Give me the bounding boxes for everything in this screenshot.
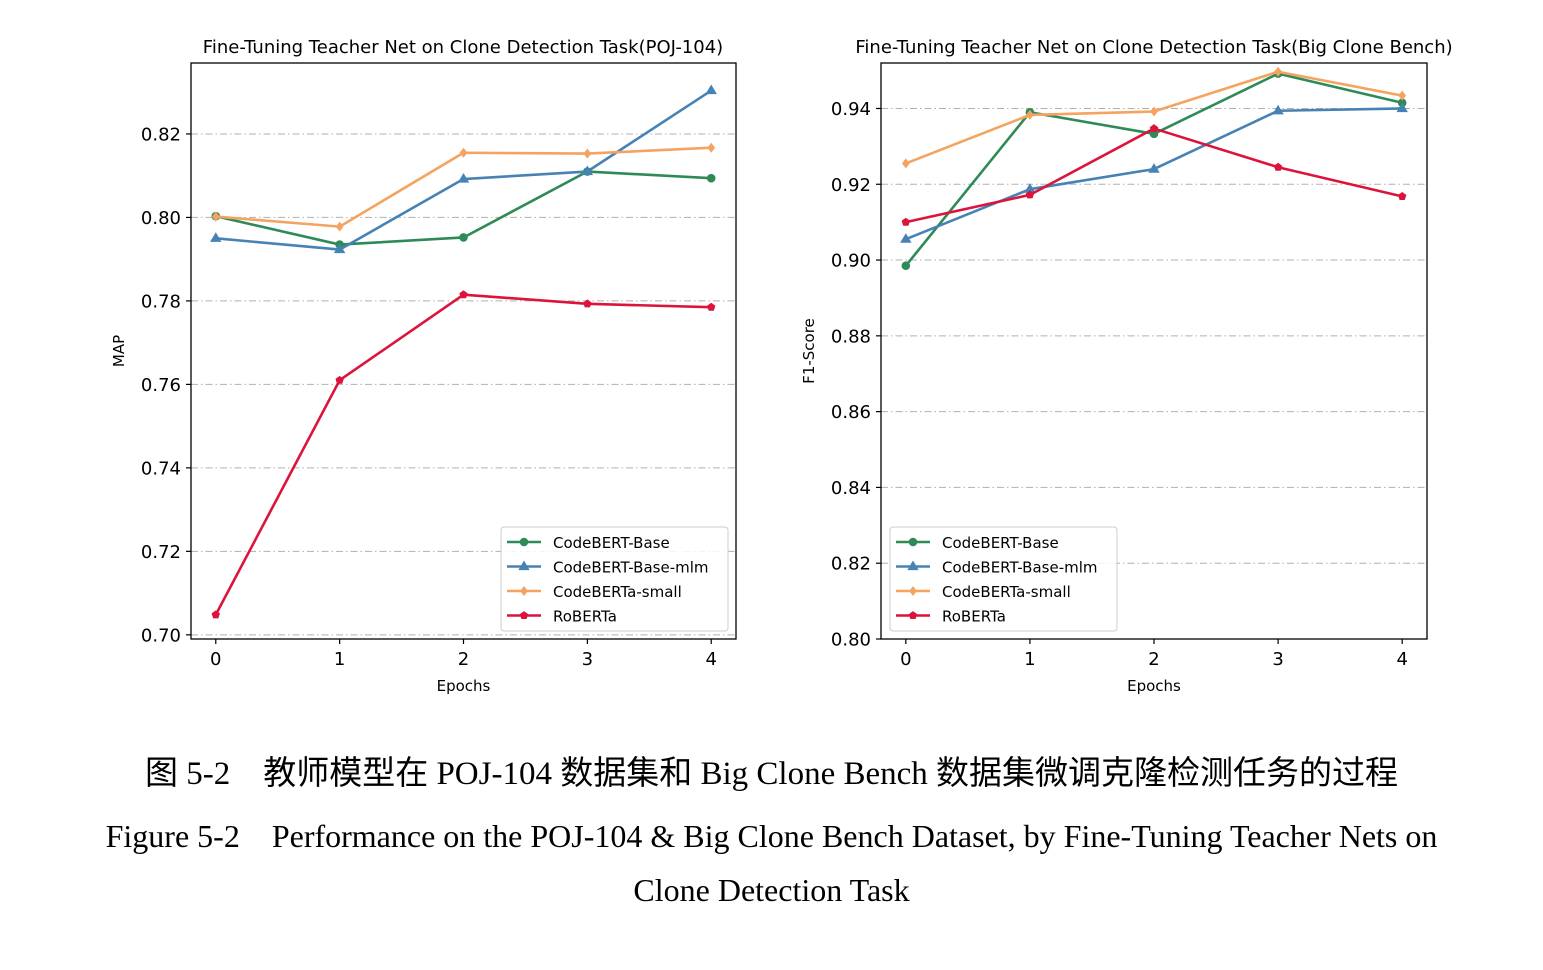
chart-2-point-CodeBERTa-small-0 [901, 158, 910, 169]
chart-1-point-CodeBERT-Base-mlm-3 [581, 165, 594, 176]
chart-1-xtick-label: 4 [706, 649, 717, 670]
chart-1-legend-box [500, 526, 729, 632]
chart-2-legend-label: CodeBERT-Base [942, 534, 1059, 552]
chart-1-ytick-label: 0.70 [141, 625, 181, 646]
chart-2-ytick-label: 0.80 [831, 630, 871, 651]
chart-1-point-CodeBERT-Base-mlm-2 [457, 173, 470, 183]
chart-1-legend-label: RoBERTa [553, 608, 617, 626]
chart-2-point-CodeBERTa-small-2 [1150, 106, 1158, 117]
chart-2-ytick-label: 0.84 [831, 478, 871, 499]
chart-1-xtick-label: 3 [582, 649, 593, 670]
chart-1-point-CodeBERTa-small-4 [707, 142, 716, 153]
chart-2-legend-marker-CodeBERT-Base-mlm [907, 560, 919, 571]
chart-2-point-RoBERTa-2 [1149, 124, 1159, 133]
chart-1-point-CodeBERTa-small-0 [211, 211, 220, 222]
chart-2-xlabel: Epochs [1127, 677, 1181, 695]
chart-2-legend-label: CodeBERT-Base-mlm [942, 559, 1098, 577]
chart-2-xtick-label: 1 [1024, 649, 1035, 670]
chart-2-ytick-label: 0.82 [831, 554, 871, 575]
chart-1-legend-label: CodeBERTa-small [553, 583, 682, 601]
chart-1-point-CodeBERT-Base-mlm-4 [705, 84, 717, 95]
chart-2-point-CodeBERT-Base-0 [901, 261, 911, 271]
chart-1-legend-marker-CodeBERTa-small [520, 586, 528, 596]
chart-2-ytick-label: 0.92 [831, 175, 871, 196]
chart-1-point-RoBERTa-2 [459, 290, 468, 299]
chart-2-legend: CodeBERT-Base CodeBERT-Base-mlm CodeBERTa-… [889, 526, 1118, 632]
chart-2-point-RoBERTa-0 [901, 217, 910, 226]
chart-1-point-RoBERTa-0 [211, 610, 220, 619]
chart-1-point-CodeBERT-Base-2 [459, 233, 468, 242]
chart-2-ytick-label: 0.90 [831, 251, 871, 272]
chart-1-ytick-label: 0.72 [141, 542, 181, 563]
chart-1-legend-marker-CodeBERT-Base-mlm [518, 560, 530, 571]
chart-1-ytick-label: 0.76 [141, 375, 181, 396]
chart-2-legend-marker-CodeBERT-Base [908, 537, 918, 547]
chart-2-xtick-label: 2 [1148, 649, 1159, 670]
chart-2-legend-label: RoBERTa [942, 608, 1006, 626]
chart-2-legend-box [889, 526, 1118, 632]
chart-1-ytick-label: 0.78 [141, 291, 181, 312]
chart-2-xtick-label: 4 [1396, 649, 1407, 670]
chart-1-point-CodeBERT-Base-mlm-1 [333, 243, 346, 254]
chart-2-xtick-label: 0 [900, 649, 911, 670]
figure: 0.70 0.72 0.74 0.76 0.78 0.80 0.82 0 1 2 3 4 Fine-Tu… [110, 37, 1453, 695]
caption-english-line-2: Clone Detection Task [633, 872, 910, 908]
chart-2-ytick-label: 0.94 [831, 99, 871, 120]
chart-1-point-CodeBERT-Base-4 [706, 173, 716, 183]
chart-1-point-RoBERTa-4 [707, 302, 716, 311]
chart-1-xtick-label: 0 [210, 649, 221, 670]
chart-1-title: Fine-Tuning Teacher Net on Clone Detecti… [203, 37, 723, 58]
chart-1-ytick-label: 0.82 [141, 124, 181, 145]
chart-1-xtick-label: 2 [458, 649, 469, 670]
chart-2-point-CodeBERTa-small-1 [1026, 109, 1034, 120]
chart-1-ytick-label: 0.80 [141, 208, 181, 229]
chart-2-point-CodeBERTa-small-3 [1274, 66, 1282, 77]
chart-1-point-RoBERTa-3 [583, 299, 592, 308]
chart-1-point-CodeBERTa-small-3 [583, 148, 592, 159]
chart-2-point-CodeBERT-Base-mlm-0 [900, 233, 912, 243]
chart-1-point-CodeBERTa-small-2 [459, 147, 468, 158]
chart-2-title: Fine-Tuning Teacher Net on Clone Detecti… [855, 37, 1452, 58]
chart-2-point-CodeBERT-Base-mlm-4 [1396, 102, 1408, 113]
caption-chinese: 图 5-2 教师模型在 POJ-104 数据集和 Big Clone Bench… [144, 756, 1399, 792]
chart-2-legend-label: CodeBERTa-small [942, 583, 1071, 601]
chart-2-ylabel: F1-Score [800, 318, 818, 384]
chart-2-point-CodeBERTa-small-4 [1398, 90, 1407, 101]
chart-1-legend-label: CodeBERT-Base [553, 534, 670, 552]
chart-1-legend: CodeBERT-Base CodeBERT-Base-mlm CodeBERTa-… [500, 526, 729, 632]
caption-english-line-1: Figure 5-2 Performance on the POJ-104 & … [105, 818, 1438, 854]
chart-1-series-line-CodeBERTa-small [215, 146, 712, 228]
chart-1-series-line-CodeBERT-Base-mlm [215, 89, 712, 251]
chart-2-ytick-label: 0.88 [831, 326, 871, 347]
chart-1-point-RoBERTa-1 [335, 375, 344, 384]
chart-2-point-RoBERTa-4 [1398, 191, 1407, 200]
chart-1-ylabel: MAP [110, 335, 128, 367]
chart-2-point-CodeBERT-Base-mlm-1 [1024, 183, 1036, 193]
chart-1-legend-marker-CodeBERT-Base [519, 537, 529, 547]
chart-2-point-CodeBERT-Base-mlm-2 [1148, 163, 1160, 173]
chart-2-xtick-label: 3 [1272, 649, 1283, 670]
chart-2-point-CodeBERT-Base-mlm-3 [1272, 104, 1284, 115]
chart-1-xtick-label: 1 [334, 649, 345, 670]
chart-1-point-CodeBERT-Base-mlm-0 [210, 232, 222, 242]
chart-2-ytick-label: 0.86 [831, 402, 871, 423]
chart-2-legend-marker-CodeBERTa-small [909, 586, 917, 596]
chart-2: 0.80 0.82 0.84 0.86 0.88 0.90 0.92 0.94 0 1 2 3 4 Fin… [800, 37, 1453, 695]
chart-1-legend-label: CodeBERT-Base-mlm [553, 559, 709, 577]
chart-2-legend-marker-RoBERTa [908, 611, 918, 620]
chart-2-point-RoBERTa-1 [1025, 190, 1035, 199]
chart-2-point-RoBERTa-3 [1273, 162, 1283, 171]
chart-1: 0.70 0.72 0.74 0.76 0.78 0.80 0.82 0 1 2 3 4 Fine-Tu… [110, 37, 737, 695]
chart-1-legend-marker-RoBERTa [519, 611, 529, 620]
chart-1-point-CodeBERTa-small-1 [335, 221, 344, 232]
chart-1-xlabel: Epochs [437, 677, 491, 695]
chart-1-ytick-label: 0.74 [141, 458, 181, 479]
